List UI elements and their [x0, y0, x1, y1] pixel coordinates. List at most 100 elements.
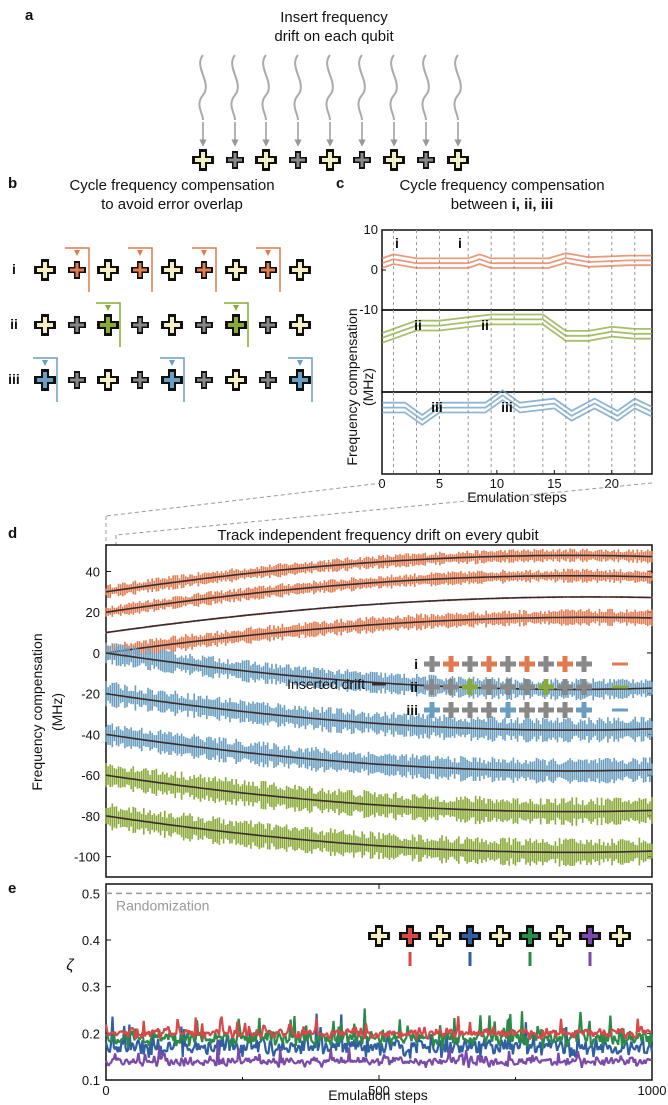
d-legend-qubit-shape [576, 679, 592, 695]
zoom-line-left [105, 482, 383, 517]
d-legend-qubit-shape [576, 656, 592, 672]
d-legend-qubit-shape [424, 679, 440, 695]
c-annotation-5: iii [501, 399, 513, 415]
qubit-core [100, 262, 116, 278]
bracket-arrow-2-8 [297, 360, 303, 366]
d-ytick-label-0: 40 [86, 564, 100, 579]
d-ytick-label-4: -40 [81, 727, 100, 742]
qubit-chain-a [192, 149, 469, 171]
qubit-a-2 [255, 149, 277, 171]
d-legend-qubit-1-6 [538, 679, 554, 695]
bracket-2-4 [160, 357, 185, 402]
c-ylabel-1: Frequency compensation [344, 308, 360, 465]
bracket-0-3 [128, 247, 153, 292]
qubit-core [100, 317, 116, 333]
d-ylabel-1: Frequency compensation [29, 633, 45, 790]
qubit-b-0-7 [259, 261, 277, 279]
bracket-arrow-0-7 [265, 250, 271, 256]
d-drift-line-2 [105, 596, 653, 634]
drift-wave-8 [453, 54, 462, 121]
d-drift-line-6 [105, 733, 653, 772]
d-legend-qubit-shape [481, 679, 497, 695]
c-xtick-label-3: 15 [547, 476, 561, 491]
d-legend-qubit-1-4 [500, 679, 516, 695]
d-drift-line-8 [105, 815, 653, 854]
d-legend-qubit-1-8 [576, 679, 592, 695]
d-legend-qubit-shape [481, 702, 497, 718]
qubit-core [197, 318, 211, 332]
c-series-0-1 [381, 257, 652, 265]
qubit-core [70, 373, 84, 387]
qubit-core [70, 318, 84, 332]
d-legend-qubit-1-3 [481, 679, 497, 695]
zoom-line-right [115, 482, 653, 536]
d-legend-qubit-shape [557, 656, 573, 672]
d-drift-line-3 [105, 616, 653, 654]
d-legend-qubit-2-3 [481, 702, 497, 718]
qubit-core [100, 372, 116, 388]
panel-c-title-line1: Cycle frequency compensation [399, 177, 604, 194]
drift-wave-0 [198, 54, 207, 121]
qubit-b-2-8 [289, 369, 311, 391]
d-legend-drift-text: Inserted drift [287, 676, 365, 692]
qubit-core [462, 928, 478, 944]
panel-d-label: d [8, 525, 17, 542]
qubit-core [291, 153, 305, 167]
qubit-core [37, 372, 53, 388]
qubit-b-1-4 [161, 314, 183, 336]
drift-wave-4 [325, 54, 334, 121]
bracket-2-8 [288, 357, 313, 402]
d-ytick-label-2: 0 [93, 646, 100, 661]
qubit-core [197, 263, 211, 277]
d-legend-qubit-shape [443, 679, 459, 695]
drift-wave-5 [357, 54, 366, 121]
qubit-b-2-3 [131, 371, 149, 389]
d-legend-qubit-shape [576, 702, 592, 718]
d-legend-qubit-shape [557, 702, 573, 718]
qubit-core [261, 318, 275, 332]
drift-arrows [198, 54, 462, 147]
d-ytick-label-3: -20 [81, 687, 100, 702]
c-series-1-0 [381, 323, 652, 344]
d-legend-qubit-2-0 [424, 702, 440, 718]
d-legend-qubit-0-1 [443, 656, 459, 672]
qubit-a-0 [192, 149, 214, 171]
qubit-b-2-4 [161, 369, 183, 391]
qubit-b-1-8 [289, 314, 311, 336]
qubit-core [164, 317, 180, 333]
qubit-b-1-7 [259, 316, 277, 334]
d-legend-qubit-shape [443, 656, 459, 672]
qubit-b-0-5 [195, 261, 213, 279]
e-inset-chain [368, 925, 631, 966]
d-ylabel-2: (MHz) [49, 693, 65, 731]
d-legend-qubit-2-8 [576, 702, 592, 718]
bracket-0-5 [192, 247, 217, 292]
d-legend-row-1: ii [410, 679, 418, 695]
qubit-core [133, 373, 147, 387]
qubit-core [386, 152, 402, 168]
drift-wave-2 [261, 54, 270, 121]
e-qubit-4 [489, 925, 511, 947]
d-ytick-label-5: -60 [81, 768, 100, 783]
c-ylabel-2: (MHz) [360, 368, 376, 406]
d-legend-qubit-shape [557, 679, 573, 695]
qubit-b-1-3 [131, 316, 149, 334]
qubit-core [228, 262, 244, 278]
c-series-1-1 [381, 318, 652, 339]
qubit-core [322, 152, 338, 168]
qubit-core [612, 928, 628, 944]
d-legend-qubit-1-5 [519, 679, 535, 695]
e-qubit-8 [609, 925, 631, 947]
d-legend-qubit-shape [500, 702, 516, 718]
c-annotation-2: ii [414, 317, 422, 333]
qubit-b-1-0 [34, 314, 56, 336]
c-annotation-1: i [458, 235, 462, 251]
e-randomization-label: Randomization [116, 897, 209, 913]
qubit-b-0-6 [225, 259, 247, 281]
e-qubit-2 [429, 925, 451, 947]
d-legend-qubit-0-6 [538, 656, 554, 672]
qubit-b-0-1 [68, 261, 86, 279]
e-ytick-label-1: 0.4 [82, 933, 100, 948]
